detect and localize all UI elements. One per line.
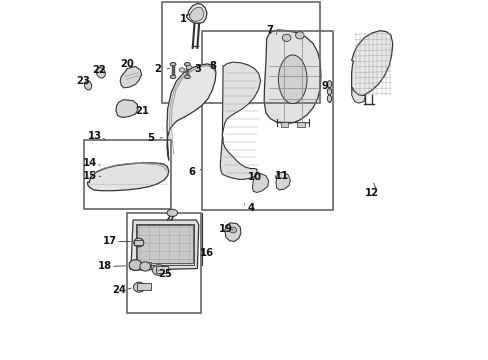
Ellipse shape [84, 81, 92, 90]
Bar [136, 283, 151, 290]
Ellipse shape [96, 68, 105, 78]
Text: 22: 22 [92, 65, 105, 75]
Text: 20: 20 [120, 59, 134, 69]
Text: 11: 11 [274, 171, 288, 181]
Polygon shape [351, 31, 392, 97]
Text: 9: 9 [321, 81, 327, 91]
Ellipse shape [326, 81, 331, 88]
Ellipse shape [295, 32, 304, 39]
Bar [135, 224, 194, 265]
Bar [127, 213, 201, 313]
Ellipse shape [186, 65, 192, 69]
Text: 4: 4 [247, 203, 254, 213]
Text: 1: 1 [180, 14, 187, 23]
Bar [137, 225, 192, 263]
Text: 24: 24 [112, 285, 125, 295]
Polygon shape [220, 62, 260, 179]
Text: 6: 6 [188, 167, 195, 177]
Ellipse shape [170, 63, 176, 66]
Polygon shape [224, 223, 241, 242]
Text: 15: 15 [83, 171, 97, 181]
Bar [162, 2, 320, 103]
Polygon shape [120, 66, 142, 88]
Ellipse shape [152, 265, 165, 275]
Polygon shape [252, 174, 268, 193]
Text: 10: 10 [247, 172, 261, 182]
Bar [134, 240, 143, 245]
Ellipse shape [184, 63, 190, 66]
Bar [297, 122, 304, 127]
Text: 3: 3 [194, 64, 201, 73]
Bar [156, 266, 168, 273]
Text: 17: 17 [102, 237, 116, 247]
Polygon shape [275, 172, 290, 190]
Text: 5: 5 [147, 133, 154, 143]
Text: 25: 25 [158, 269, 172, 279]
Ellipse shape [133, 282, 144, 292]
Ellipse shape [278, 55, 306, 104]
Polygon shape [186, 4, 206, 23]
Polygon shape [116, 100, 138, 117]
Bar [201, 31, 332, 210]
Ellipse shape [282, 34, 290, 41]
Ellipse shape [129, 260, 142, 270]
Text: 16: 16 [200, 248, 214, 258]
Ellipse shape [326, 95, 331, 102]
Text: 23: 23 [76, 76, 90, 86]
Polygon shape [189, 7, 203, 21]
Text: 13: 13 [88, 131, 102, 141]
Text: 12: 12 [364, 188, 378, 198]
Polygon shape [351, 87, 365, 103]
Polygon shape [129, 220, 198, 270]
Ellipse shape [184, 75, 190, 78]
Bar [135, 262, 150, 269]
Text: 18: 18 [97, 261, 111, 271]
Ellipse shape [170, 75, 176, 78]
Ellipse shape [166, 209, 177, 216]
Ellipse shape [140, 262, 150, 271]
Polygon shape [166, 64, 216, 160]
Text: 21: 21 [135, 107, 149, 116]
Text: 2: 2 [154, 64, 161, 73]
Ellipse shape [134, 238, 143, 247]
Ellipse shape [179, 68, 184, 72]
Bar [281, 122, 287, 127]
Text: 14: 14 [83, 158, 97, 168]
Text: 8: 8 [209, 61, 216, 71]
Text: 7: 7 [266, 25, 273, 35]
Ellipse shape [326, 88, 331, 95]
Polygon shape [87, 163, 168, 191]
Text: 19: 19 [219, 224, 232, 234]
Polygon shape [264, 30, 320, 123]
Ellipse shape [229, 227, 236, 233]
Bar [83, 140, 171, 209]
